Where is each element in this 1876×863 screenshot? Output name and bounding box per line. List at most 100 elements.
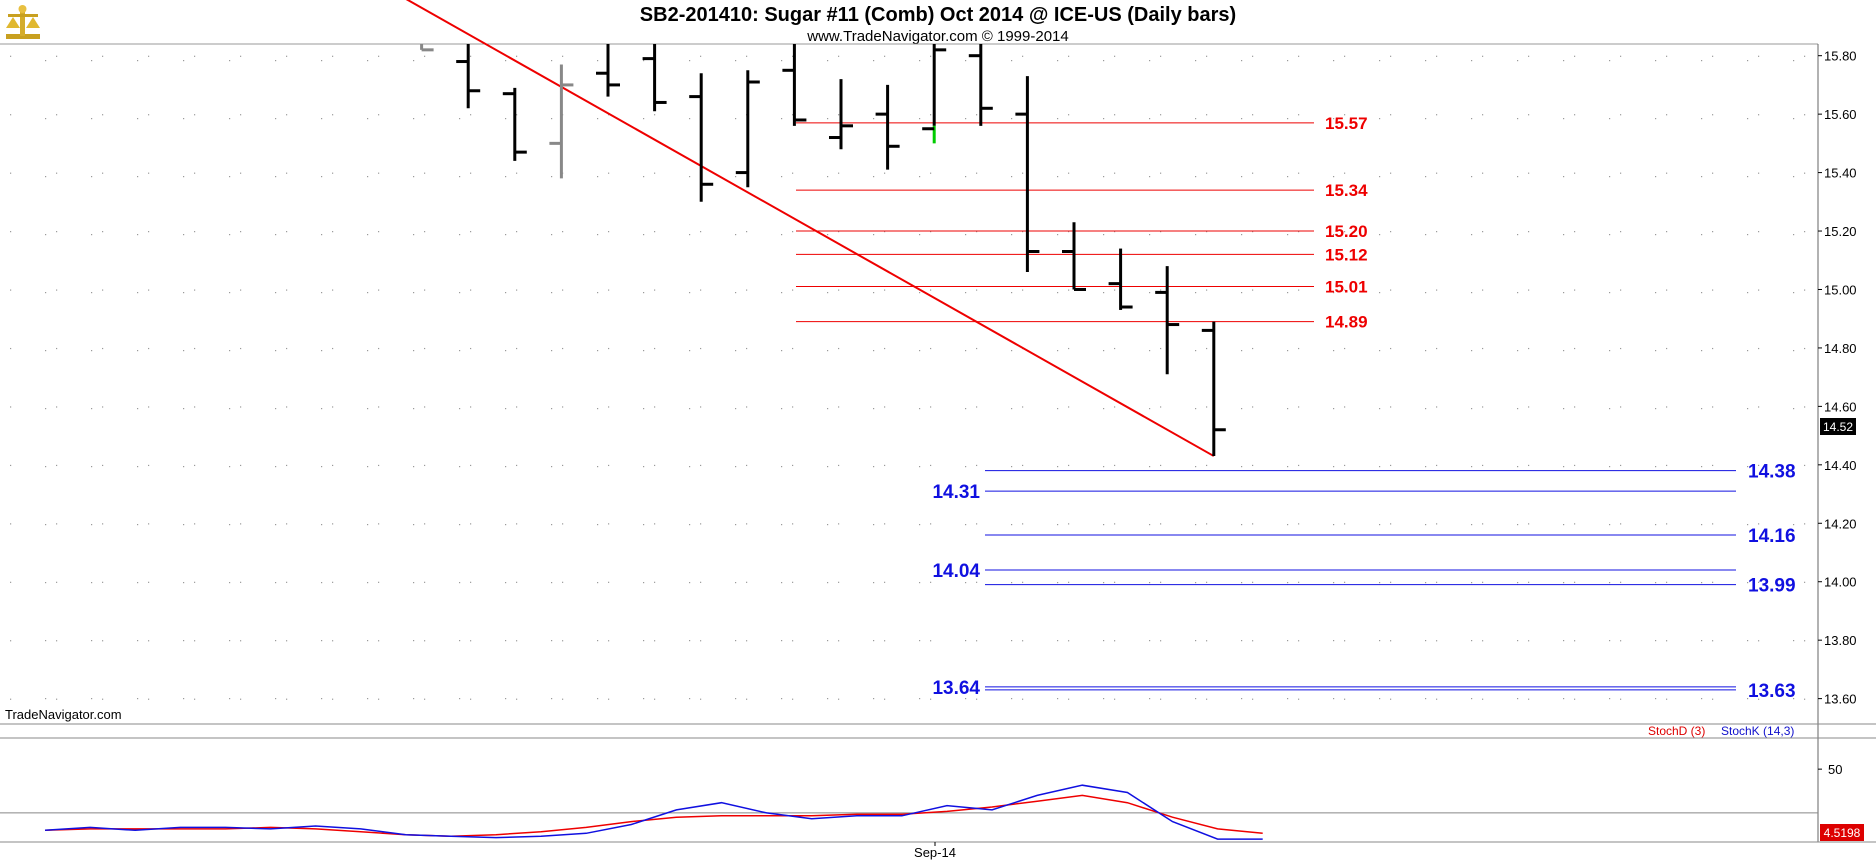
grid-dot xyxy=(424,55,426,57)
grid-dot xyxy=(378,464,380,467)
grid-dot xyxy=(1160,55,1162,57)
grid-dot xyxy=(1712,55,1714,57)
grid-dot xyxy=(45,234,47,236)
grid-dot xyxy=(332,289,334,291)
grid-dot xyxy=(1195,524,1197,526)
grid-dot xyxy=(1609,176,1611,178)
grid-dot xyxy=(1149,466,1151,468)
grid-dot xyxy=(562,640,564,642)
grid-dot xyxy=(1482,231,1484,233)
grid-dot xyxy=(1712,347,1714,350)
grid-dot xyxy=(229,292,231,294)
grid-dot xyxy=(930,55,932,57)
price-tick-label: 14.60 xyxy=(1824,399,1857,414)
grid-dot xyxy=(1287,408,1289,410)
grid-dot xyxy=(1471,408,1473,410)
grid-dot xyxy=(1206,523,1208,525)
grid-dot xyxy=(1655,176,1657,178)
grid-dot xyxy=(792,640,794,642)
grid-dot xyxy=(1287,118,1289,120)
price-tick-label: 14.80 xyxy=(1824,341,1857,356)
grid-dot xyxy=(240,406,242,408)
grid-dot xyxy=(91,292,93,294)
legend-stochd: StochD (3) xyxy=(1648,724,1705,738)
grid-dot xyxy=(1747,292,1749,294)
grid-dot xyxy=(930,406,932,408)
grid-dot xyxy=(1344,698,1346,700)
grid-dot xyxy=(1436,581,1438,583)
grid-dot xyxy=(827,350,829,352)
grid-dot xyxy=(965,582,967,584)
grid-dot xyxy=(1758,347,1760,350)
grid-dot xyxy=(1379,466,1381,468)
grid-dot xyxy=(1333,350,1335,352)
grid-dot xyxy=(505,524,507,526)
grid-dot xyxy=(930,698,932,700)
grid-dot xyxy=(332,698,334,700)
grid-dot xyxy=(1114,581,1116,583)
grid-dot xyxy=(1712,581,1714,583)
grid-dot xyxy=(275,350,277,352)
grid-dot xyxy=(1609,60,1611,62)
grid-dot xyxy=(1482,640,1484,642)
grid-dot xyxy=(1390,698,1392,700)
grid-dot xyxy=(838,289,840,291)
grid-dot xyxy=(746,289,748,291)
grid-dot xyxy=(1793,408,1795,410)
grid-dot xyxy=(1057,698,1059,700)
grid-dot xyxy=(689,350,691,352)
ohlc-bar xyxy=(1201,321,1226,457)
grid-dot xyxy=(229,640,231,642)
grid-dot xyxy=(1344,114,1346,116)
resistance-label: 14.89 xyxy=(1325,313,1368,332)
resistance-label: 15.12 xyxy=(1325,245,1368,264)
grid-dot xyxy=(1068,231,1070,233)
grid-dot xyxy=(1528,581,1530,583)
grid-dot xyxy=(1241,350,1243,352)
grid-dot xyxy=(286,231,288,233)
grid-dot xyxy=(505,640,507,642)
grid-dot xyxy=(413,234,415,236)
grid-dot xyxy=(1804,347,1806,350)
grid-dot xyxy=(1758,581,1760,583)
grid-dot xyxy=(367,640,369,642)
grid-dot xyxy=(286,55,288,57)
grid-dot xyxy=(1333,176,1335,178)
grid-dot xyxy=(1482,581,1484,583)
grid-dot xyxy=(1747,466,1749,468)
grid-dot xyxy=(746,464,748,467)
grid-dot xyxy=(1712,698,1714,700)
grid-dot xyxy=(1655,640,1657,642)
grid-dot xyxy=(884,698,886,700)
grid-dot xyxy=(827,408,829,410)
grid-dot xyxy=(332,172,334,174)
grid-dot xyxy=(1666,464,1668,467)
grid-dot xyxy=(1149,176,1151,178)
grid-dot xyxy=(1609,234,1611,236)
grid-dot xyxy=(1390,406,1392,408)
grid-dot xyxy=(459,118,461,120)
grid-dot xyxy=(10,55,12,57)
grid-dot xyxy=(1195,292,1197,294)
grid-dot xyxy=(1804,464,1806,467)
chart-subtitle: www.TradeNavigator.com © 1999-2014 xyxy=(806,28,1068,45)
grid-dot xyxy=(1620,523,1622,525)
grid-dot xyxy=(229,118,231,120)
grid-dot xyxy=(505,350,507,352)
grid-dot xyxy=(1425,466,1427,468)
grid-dot xyxy=(505,466,507,468)
price-tick-label: 15.40 xyxy=(1824,166,1857,181)
grid-dot xyxy=(1620,114,1622,116)
grid-dot xyxy=(1022,523,1024,525)
grid-dot xyxy=(827,176,829,178)
grid-dot xyxy=(148,581,150,583)
grid-dot xyxy=(1528,406,1530,408)
grid-dot xyxy=(689,524,691,526)
grid-dot xyxy=(1333,60,1335,62)
grid-dot xyxy=(413,466,415,468)
grid-dot xyxy=(735,524,737,526)
grid-dot xyxy=(148,640,150,642)
grid-dot xyxy=(873,582,875,584)
grid-dot xyxy=(1528,55,1530,57)
grid-dot xyxy=(1563,176,1565,178)
